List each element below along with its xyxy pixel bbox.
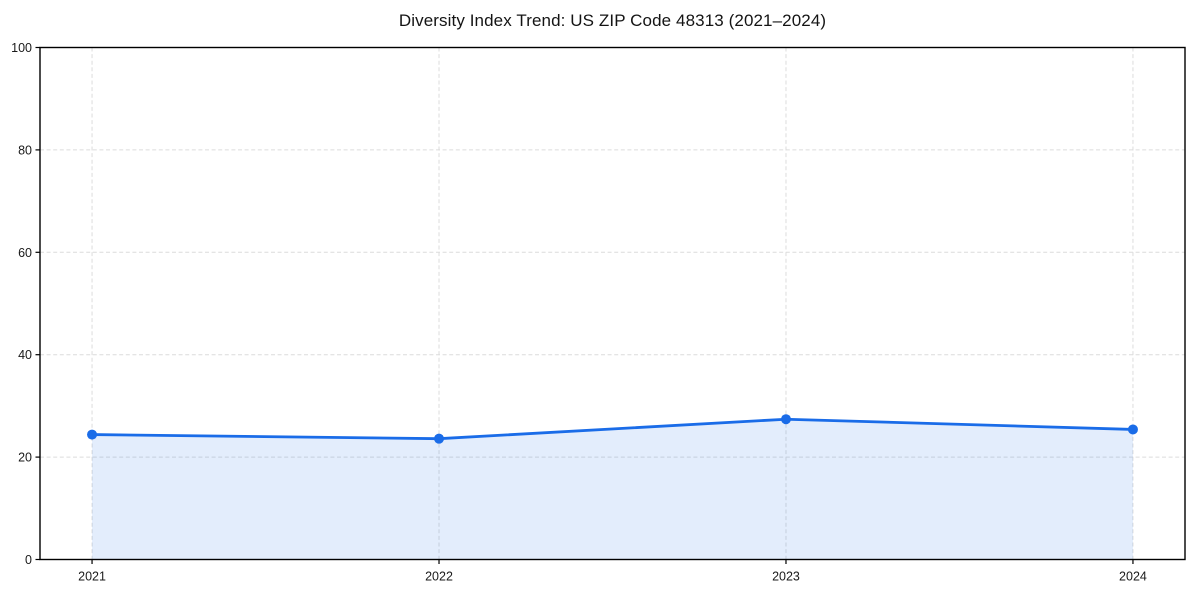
x-tick-label: 2022: [425, 570, 453, 584]
x-tick-label: 2024: [1119, 570, 1147, 584]
y-tick-label: 40: [18, 348, 32, 362]
plot-frame: [39, 46, 1186, 561]
data-point-2022: [434, 433, 445, 444]
y-tick-label: 80: [18, 143, 32, 157]
y-tick-label: 100: [11, 41, 32, 55]
data-point-2023: [780, 414, 791, 425]
y-tick-label: 0: [25, 553, 32, 567]
chart-title: Diversity Index Trend: US ZIP Code 48313…: [398, 11, 827, 30]
trend-line: [90, 417, 1135, 441]
x-tick-label: 2021: [78, 570, 106, 584]
data-point-2021: [87, 429, 98, 440]
y-tick-label: 20: [18, 451, 32, 465]
x-tick-label: 2023: [772, 570, 800, 584]
data-point-2024: [1127, 424, 1138, 435]
y-tick-label: 60: [18, 246, 32, 260]
area-fill: [92, 419, 1133, 560]
